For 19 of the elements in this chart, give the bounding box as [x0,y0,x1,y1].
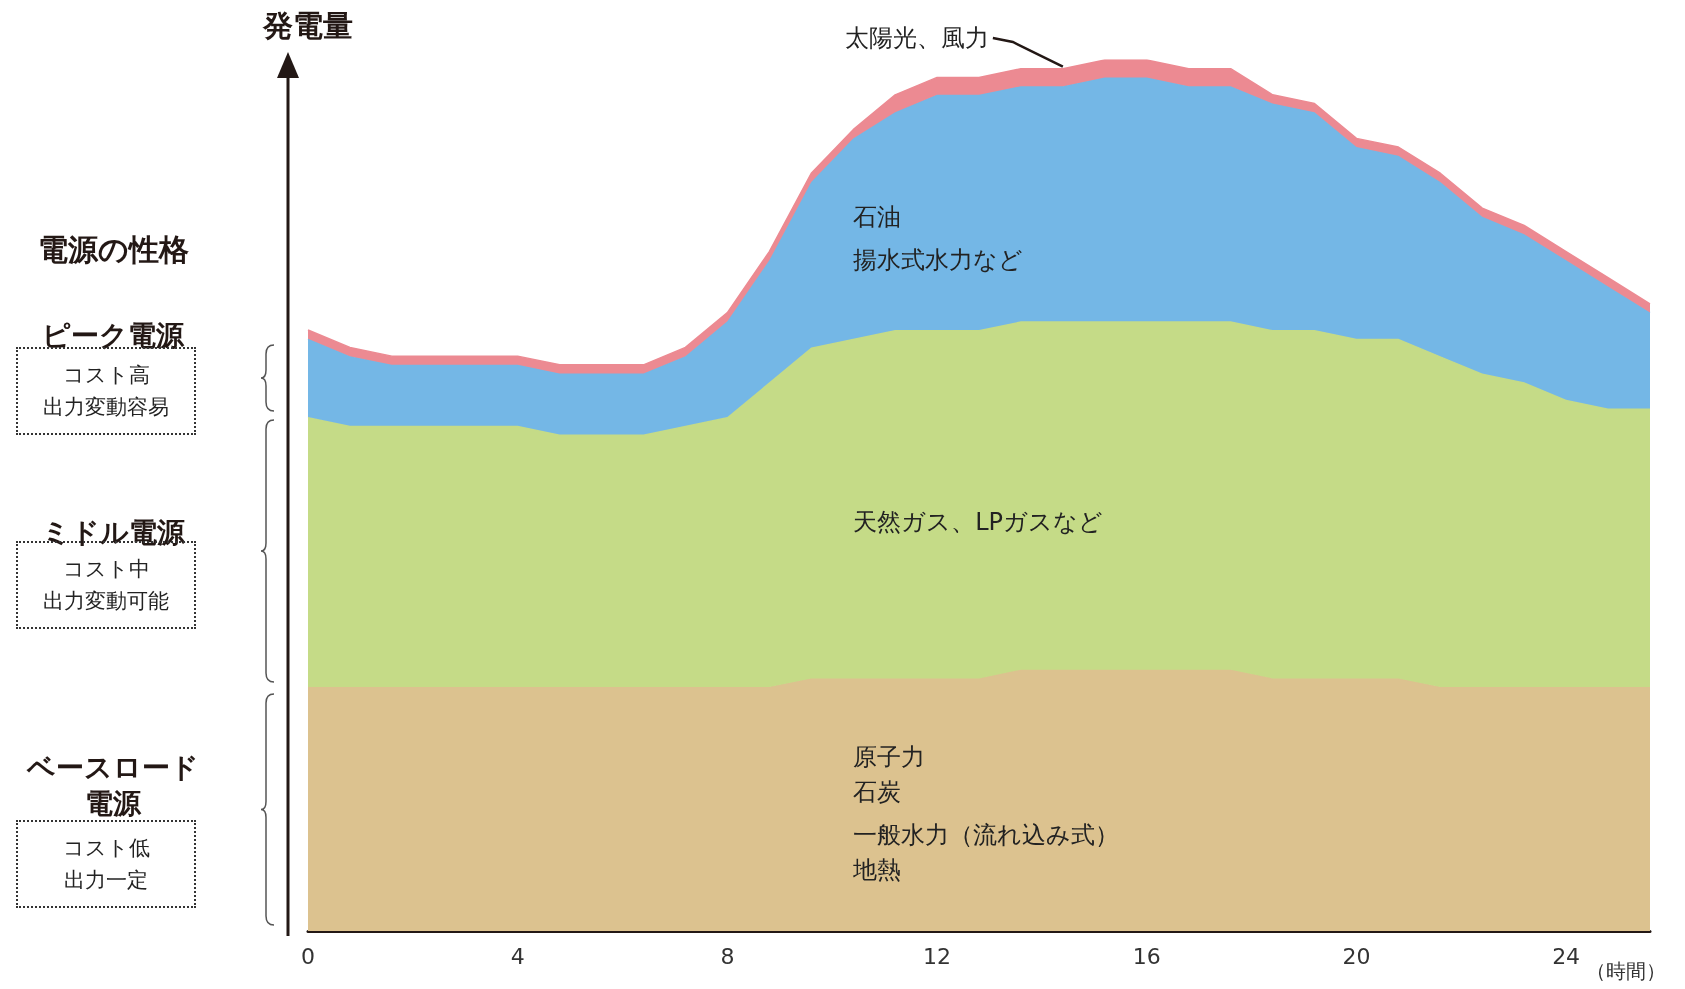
x-axis-title: （時間） [1586,959,1667,983]
annotation: 揚水式水力など [853,246,1024,275]
annotation: 石炭 [853,777,902,806]
dotted-frame: コスト低 出力一定 [16,820,196,908]
text: 電源の性格 [36,231,190,269]
x-tick-label: 20 [1342,943,1371,969]
x-tick-label: 8 [720,943,735,969]
annotation: 石油 [853,202,902,231]
annotation: 原子力 [853,742,926,771]
x-tick-label: 12 [923,943,952,969]
x-tick-label: 16 [1132,943,1161,969]
x-tick-label: 0 [301,943,315,969]
y-axis-title: 発電量 [262,7,353,43]
text: ベースロード電源 [25,750,200,822]
text: 太陽光、風力 [844,24,989,52]
x-tick-label: 4 [510,943,525,969]
annotation: 一般水力（流れ込み式） [853,821,1120,850]
annotation: 地熱 [852,856,902,885]
x-tick-label: 24 [1552,943,1581,969]
